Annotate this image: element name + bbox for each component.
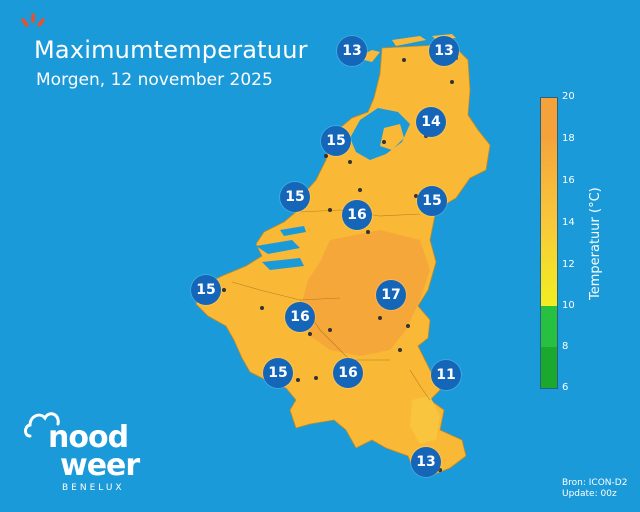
station-badge: 13 [411, 447, 441, 477]
logo-text-weer: weer [60, 448, 140, 483]
map-title: Maximumtemperatuur [34, 36, 308, 64]
station-badge: 15 [280, 182, 310, 212]
legend-tick: 14 [562, 217, 575, 228]
temperature-colorbar [540, 97, 558, 389]
station-badge: 15 [191, 275, 221, 305]
legend-tick: 16 [562, 175, 575, 186]
cloud-logo-icon [24, 412, 60, 438]
station-badge: 13 [429, 36, 459, 66]
legend-tick: 20 [562, 91, 575, 102]
sun-icon [21, 13, 45, 27]
legend-tick: 10 [562, 300, 575, 311]
station-badge: 13 [337, 36, 367, 66]
logo-subtitle: BENELUX [62, 483, 125, 493]
station-badge: 15 [263, 358, 293, 388]
station-badge: 14 [416, 107, 446, 137]
legend-tick: 6 [562, 382, 569, 393]
cool-region [410, 396, 440, 444]
legend-tick: 18 [562, 133, 575, 144]
warm-region [300, 230, 430, 356]
legend-tick: 8 [562, 341, 569, 352]
source-note: Bron: ICON-D2 Update: 00z [562, 478, 627, 500]
station-badge: 17 [376, 280, 406, 310]
station-badge: 16 [342, 200, 372, 230]
flevoland [380, 124, 404, 150]
zeeland-waters [256, 226, 306, 270]
station-badge: 15 [417, 186, 447, 216]
station-badge: 16 [285, 302, 315, 332]
station-badge: 11 [431, 360, 461, 390]
legend-tick: 12 [562, 259, 575, 270]
update-line: Update: 00z [562, 489, 617, 499]
logo-text-nood: nood [48, 420, 129, 455]
map-subtitle: Morgen, 12 november 2025 [36, 70, 273, 90]
source-line: Bron: ICON-D2 [562, 478, 628, 488]
station-badge: 16 [333, 358, 363, 388]
legend-label: Temperatuur (°C) [588, 187, 603, 300]
station-badge: 15 [321, 126, 351, 156]
